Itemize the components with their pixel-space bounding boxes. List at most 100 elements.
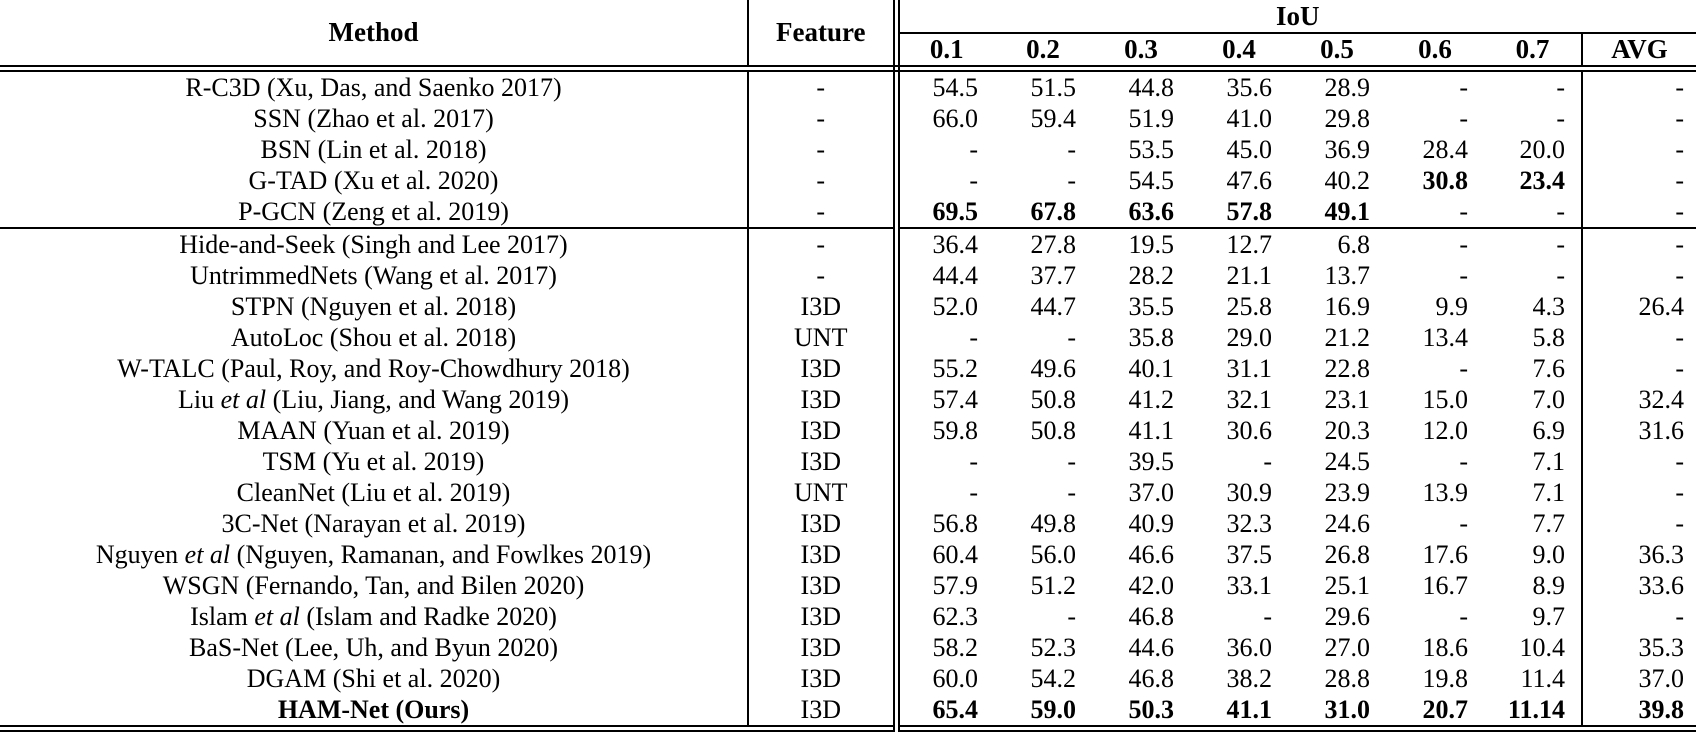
method-cell: Islam et al (Islam and Radke 2020) xyxy=(0,601,749,632)
iou-value-cell: 36.9 xyxy=(1324,135,1371,164)
iou-value-cell: - xyxy=(1556,197,1565,226)
iou-value-cell: 55.2 xyxy=(932,354,979,383)
iou-value-cell: 44.6 xyxy=(1128,633,1175,662)
iou-value-cell: 7.0 xyxy=(1532,385,1566,414)
feature-cell: - xyxy=(748,68,900,103)
method-cell: STPN (Nguyen et al. 2018) xyxy=(0,291,749,322)
iou-value-cell: - xyxy=(1067,602,1076,631)
iou-value-cell: 7.7 xyxy=(1532,509,1566,538)
iou-value-cell: 40.9 xyxy=(1128,509,1175,538)
avg-cell: 37.0 xyxy=(1580,663,1696,694)
method-cell: CleanNet (Liu et al. 2019) xyxy=(0,477,749,508)
iou-value-cell: 16.7 xyxy=(1422,571,1469,600)
iou-value-cell: 11.4 xyxy=(1520,664,1565,693)
iou-value-cell: 24.5 xyxy=(1324,447,1371,476)
col-header-avg: AVG xyxy=(1580,33,1696,72)
iou-value-cell: 56.0 xyxy=(1030,540,1077,569)
iou-value-cell: - xyxy=(969,478,978,507)
iou-value-cell: 28.4 xyxy=(1422,135,1469,164)
iou-value-cell: 56.8 xyxy=(932,509,979,538)
table-row: DGAM (Shi et al. 2020) I3D 60.0 54.2 46.8 38.… xyxy=(0,663,1696,694)
table-row: Nguyen et al (Nguyen, Ramanan, and Fowlk… xyxy=(0,539,1696,570)
iou-value-cell: - xyxy=(969,447,978,476)
avg-cell: - xyxy=(1580,322,1696,353)
iou-value-cell: - xyxy=(1459,73,1468,102)
iou-value-cell: 52.3 xyxy=(1030,633,1077,662)
iou-value-cell: 52.0 xyxy=(932,292,979,321)
iou-value-cell: 37.7 xyxy=(1030,261,1077,290)
iou-value-cell: 54.5 xyxy=(932,73,979,102)
iou-value-cell: 5.8 xyxy=(1532,323,1566,352)
iou-value-cell: 58.2 xyxy=(932,633,979,662)
iou-value-cell: - xyxy=(969,166,978,195)
table-row: P-GCN (Zeng et al. 2019) -69.5 67.8 63.6 57.… xyxy=(0,196,1696,228)
method-cell: Hide-and-Seek (Singh and Lee 2017) xyxy=(0,227,749,260)
avg-cell: - xyxy=(1580,68,1696,103)
iou-value-cell: 28.8 xyxy=(1324,664,1371,693)
iou-value-cell: 4.3 xyxy=(1532,292,1566,321)
avg-cell: - xyxy=(1580,601,1696,632)
iou-value-cell: 50.8 xyxy=(1030,385,1077,414)
method-cell: Liu et al (Liu, Jiang, and Wang 2019) xyxy=(0,384,749,415)
iou-value-cell: 13.4 xyxy=(1422,323,1469,352)
iou-value-cell: 30.6 xyxy=(1226,416,1273,445)
iou-value-cell: - xyxy=(1067,166,1076,195)
iou-value-cell: 63.6 xyxy=(1128,197,1175,226)
method-cell: DGAM (Shi et al. 2020) xyxy=(0,663,749,694)
iou-value-cell: - xyxy=(1263,447,1272,476)
iou-value-cell: 31.0 xyxy=(1324,695,1371,724)
iou-value-cell: 54.5 xyxy=(1128,166,1175,195)
iou-value-cell: 51.9 xyxy=(1128,104,1175,133)
iou-value-cell: 9.7 xyxy=(1532,602,1566,631)
iou-value-cell: 13.9 xyxy=(1422,478,1469,507)
iou-value-cell: 12.7 xyxy=(1190,227,1288,260)
iou-value-cell: 11.14 xyxy=(1507,695,1565,724)
iou-value-cell: 46.6 xyxy=(1128,540,1175,569)
feature-cell: I3D xyxy=(748,601,900,632)
table-body: R-C3D (Xu, Das, and Saenko 2017) -54.5 51.… xyxy=(0,68,1696,729)
feature-cell: - xyxy=(748,260,900,291)
iou-value-cell: 30.8 xyxy=(1422,166,1469,195)
iou-value-cell: 29.8 xyxy=(1324,104,1371,133)
iou-value-cell: - xyxy=(969,323,978,352)
col-header-iou-0.6: 0.6 xyxy=(1386,33,1484,72)
iou-value-cell: 21.1 xyxy=(1226,261,1273,290)
col-header-iou-0.3: 0.3 xyxy=(1092,33,1190,72)
iou-value-cell: - xyxy=(1556,73,1565,102)
feature-cell: - xyxy=(748,227,900,260)
feature-cell: - xyxy=(748,196,900,228)
iou-value-cell: 69.5 xyxy=(932,197,979,226)
iou-value-cell: - xyxy=(1459,261,1468,290)
iou-value-cell: 20.0 xyxy=(1519,135,1566,164)
iou-value-cell: 29.0 xyxy=(1226,323,1273,352)
feature-cell: I3D xyxy=(748,291,900,322)
iou-value-cell: 17.6 xyxy=(1422,540,1469,569)
table-row: Hide-and-Seek (Singh and Lee 2017) -36.4 2… xyxy=(0,227,1696,260)
table-row: W-TALC (Paul, Roy, and Roy-Chowdhury 201… xyxy=(0,353,1696,384)
iou-value-cell: - xyxy=(1263,602,1272,631)
avg-cell: 35.3 xyxy=(1580,632,1696,663)
avg-cell: - xyxy=(1580,477,1696,508)
iou-value-cell: 6.9 xyxy=(1532,416,1566,445)
feature-cell: UNT xyxy=(748,477,900,508)
iou-value-cell: 46.8 xyxy=(1128,664,1175,693)
iou-value-cell: 7.6 xyxy=(1532,354,1566,383)
iou-value-cell: - xyxy=(1459,447,1468,476)
iou-value-cell: - xyxy=(969,135,978,164)
method-cell: AutoLoc (Shou et al. 2018) xyxy=(0,322,749,353)
iou-value-cell: 9.0 xyxy=(1532,540,1566,569)
iou-value-cell: 41.2 xyxy=(1128,385,1175,414)
iou-value-cell: 47.6 xyxy=(1226,166,1273,195)
iou-value-cell: 21.2 xyxy=(1324,323,1371,352)
iou-value-cell: 50.8 xyxy=(1030,416,1077,445)
iou-value-cell: 44.4 xyxy=(932,261,979,290)
table-row: SSN (Zhao et al. 2017) -66.0 59.4 51.9 41.0 2… xyxy=(0,103,1696,134)
iou-value-cell: 67.8 xyxy=(1030,197,1077,226)
iou-value-cell: 35.6 xyxy=(1226,73,1273,102)
col-header-iou-0.5: 0.5 xyxy=(1288,33,1386,72)
iou-value-cell: 22.8 xyxy=(1324,354,1371,383)
header-row-thresholds: 0.1 0.2 0.3 0.4 0.5 0.6 0.7 AVG xyxy=(0,33,1696,72)
table-row: CleanNet (Liu et al. 2019) UNT - - 37.0 30.9 2… xyxy=(0,477,1696,508)
method-cell: BSN (Lin et al. 2018) xyxy=(0,134,749,165)
iou-value-cell: - xyxy=(1556,104,1565,133)
